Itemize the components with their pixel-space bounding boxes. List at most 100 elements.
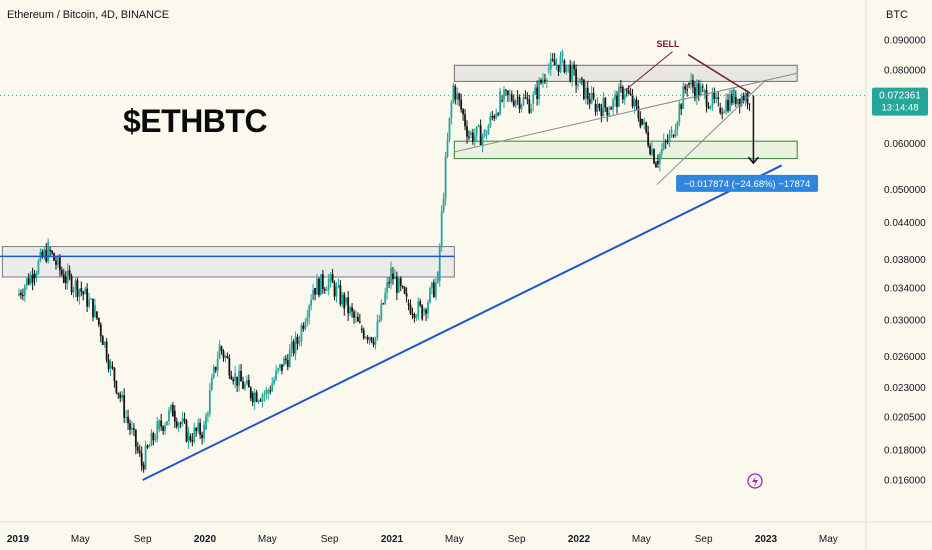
candle-body	[288, 349, 291, 367]
candle-body	[538, 79, 540, 99]
candle-body	[216, 358, 219, 371]
candle-body	[351, 307, 353, 312]
candle-body	[508, 94, 511, 96]
candle-body	[692, 80, 694, 88]
candle-body	[255, 392, 258, 402]
candle-body	[366, 337, 369, 340]
candle-body	[553, 60, 556, 66]
candle-body	[179, 423, 182, 425]
candle-body	[540, 79, 542, 84]
candle-body	[581, 78, 583, 80]
candle-body	[545, 80, 548, 82]
candle-body	[462, 109, 464, 115]
candle-body	[60, 269, 63, 275]
candle-body	[697, 83, 700, 96]
candle-body	[86, 288, 89, 307]
candle-body	[37, 260, 40, 274]
candle-body	[670, 129, 673, 134]
candle-body	[345, 297, 348, 304]
measure-box	[676, 174, 819, 192]
candle-body	[117, 392, 120, 395]
candle-body	[308, 305, 311, 318]
y-axis-tick: 0.090000	[884, 36, 926, 47]
candle-body	[109, 361, 112, 370]
candle-body	[364, 337, 367, 339]
candle-body	[115, 380, 118, 393]
symbol-header: Ethereum / Bitcoin, 4D, BINANCE	[7, 9, 169, 21]
candle-body	[335, 286, 338, 297]
candle-body	[95, 311, 98, 318]
candle-body	[240, 370, 242, 382]
candle-body	[140, 453, 143, 466]
candle-body	[290, 341, 293, 350]
candle-body	[399, 278, 402, 286]
candle-body	[575, 69, 577, 86]
x-axis-tick: Sep	[508, 534, 526, 545]
candle-body	[228, 358, 231, 376]
y-axis-tick: 0.020500	[884, 412, 926, 423]
candle-body	[20, 292, 22, 296]
candle-body	[629, 93, 632, 95]
candle-body	[699, 86, 702, 96]
candle-body	[621, 87, 624, 100]
sell-label: SELL	[657, 39, 681, 49]
candle-body	[431, 282, 433, 289]
candle-body	[397, 278, 400, 293]
candle-body	[744, 92, 747, 102]
candle-body	[653, 149, 655, 164]
candle-body	[277, 368, 279, 371]
candle-body	[390, 268, 392, 284]
candle-body	[471, 132, 474, 142]
candle-body	[614, 94, 616, 100]
candle-body	[631, 94, 634, 107]
candle-body	[214, 366, 217, 371]
candle-body	[166, 421, 168, 426]
candle-body	[468, 136, 470, 138]
candle-body	[477, 125, 480, 127]
candle-body	[134, 429, 137, 447]
support-zone	[453, 140, 798, 160]
candle-body	[577, 84, 579, 86]
candle-body	[43, 249, 46, 258]
candle-body	[175, 421, 178, 427]
candle-body	[152, 432, 155, 441]
candle-body	[516, 96, 519, 98]
candle-body	[690, 80, 692, 85]
candle-body	[592, 92, 595, 100]
candle-body	[429, 288, 431, 303]
candle-body	[684, 86, 687, 90]
candle-body	[333, 282, 336, 297]
candle-body	[466, 126, 468, 137]
candle-body	[88, 299, 90, 307]
candle-body	[598, 103, 601, 109]
wedge-support-line	[656, 79, 767, 186]
candle-body	[510, 94, 513, 101]
candle-body	[107, 359, 110, 370]
candle-body	[337, 285, 340, 287]
candle-body	[370, 337, 373, 342]
rising-wedge-line	[454, 72, 798, 153]
candle-body	[713, 92, 716, 100]
candle-body	[27, 278, 30, 285]
candle-body	[183, 418, 186, 421]
candle-body	[133, 427, 135, 430]
candle-body	[129, 423, 131, 430]
candle-body	[555, 64, 558, 66]
candle-body	[625, 89, 628, 91]
candle-body	[627, 90, 630, 94]
candle-body	[680, 104, 683, 109]
candle-body	[349, 307, 352, 314]
candle-body	[497, 113, 500, 115]
candle-body	[158, 420, 161, 430]
candle-body	[181, 418, 184, 424]
candle-body	[731, 94, 733, 104]
candle-body	[282, 358, 285, 367]
candle-body	[205, 415, 207, 430]
candle-body	[222, 351, 225, 358]
candle-body	[409, 305, 412, 314]
candle-body	[530, 108, 533, 113]
candle-body	[674, 130, 677, 137]
candle-body	[651, 149, 653, 155]
candle-body	[269, 390, 272, 392]
candle-body	[382, 303, 385, 305]
